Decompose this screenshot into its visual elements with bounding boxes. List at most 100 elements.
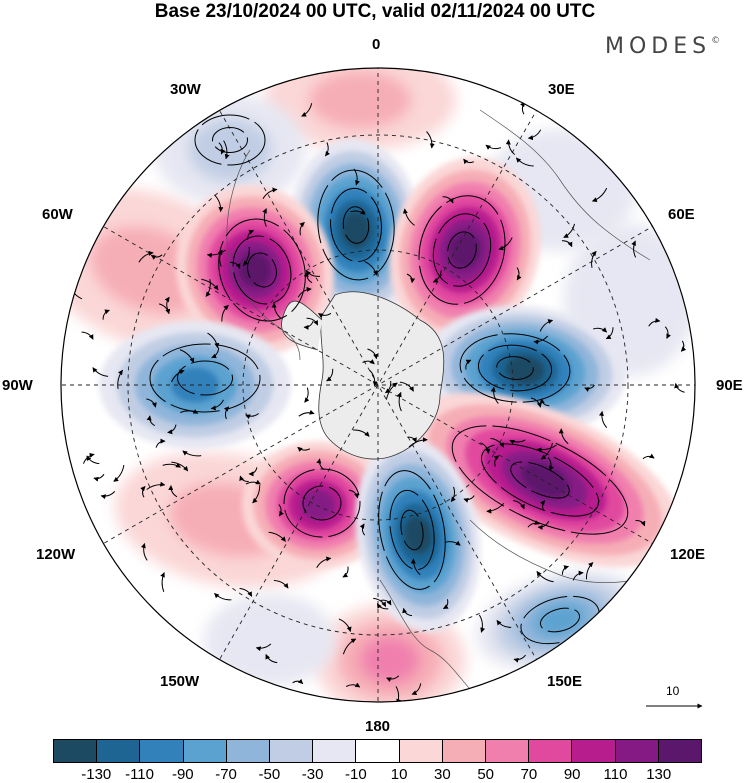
wind-arrow bbox=[572, 570, 584, 581]
wind-arrow bbox=[402, 208, 415, 226]
wind-arrow bbox=[201, 278, 219, 291]
wind-arrow bbox=[268, 531, 286, 542]
wind-arrow bbox=[539, 319, 554, 332]
wind-arrow bbox=[146, 481, 166, 490]
wind-arrow bbox=[536, 444, 557, 453]
wind-arrow bbox=[345, 682, 361, 688]
wind-arrow bbox=[303, 271, 313, 284]
wind-arrow bbox=[598, 410, 608, 429]
wind-arrow bbox=[146, 398, 157, 408]
wind-arrow bbox=[292, 678, 304, 685]
wind-arrow bbox=[635, 520, 646, 527]
wind-arrow bbox=[480, 442, 491, 454]
wind-arrow bbox=[561, 240, 573, 248]
wind-arrow bbox=[380, 599, 392, 606]
wind-arrow bbox=[442, 599, 449, 610]
wind-arrow bbox=[486, 502, 505, 514]
wind-arrow bbox=[164, 296, 170, 311]
wind-arrow bbox=[102, 309, 110, 320]
meridian-label-30e: 30E bbox=[548, 81, 575, 98]
meridian-label-90e: 90E bbox=[716, 377, 743, 394]
streamline-loop bbox=[481, 443, 599, 517]
wind-arrow bbox=[536, 570, 554, 583]
wind-arrow bbox=[496, 620, 512, 628]
wind-arrow bbox=[498, 237, 513, 251]
streamline-loop bbox=[389, 489, 435, 571]
colorbar-tick-label: 90 bbox=[563, 766, 581, 783]
wind-arrow bbox=[399, 381, 414, 392]
wind-arrow bbox=[206, 249, 226, 258]
wind-arrow bbox=[230, 261, 241, 269]
wind-arrow bbox=[547, 457, 554, 471]
wind-arrow bbox=[591, 187, 608, 202]
wind-arrow bbox=[342, 638, 357, 655]
wind-arrow bbox=[527, 129, 542, 141]
streamline-loop bbox=[302, 485, 342, 521]
anomaly-blob bbox=[171, 367, 219, 403]
wind-arrow bbox=[218, 142, 226, 155]
wind-arrow bbox=[359, 523, 366, 536]
wind-arrow bbox=[252, 485, 261, 504]
wind-arrow bbox=[411, 683, 422, 695]
wind-arrow bbox=[353, 429, 370, 437]
colorbar-tick-label: 50 bbox=[477, 766, 494, 783]
wind-arrow bbox=[297, 286, 312, 298]
wind-arrow bbox=[207, 332, 220, 349]
wind-arrow bbox=[155, 438, 166, 448]
wind-arrow bbox=[642, 453, 655, 460]
wind-arrow bbox=[318, 312, 332, 318]
wind-arrow bbox=[239, 588, 253, 597]
wind-arrow bbox=[342, 566, 349, 578]
meridian-label-60e: 60E bbox=[668, 206, 695, 223]
wind-arrow bbox=[81, 331, 94, 340]
map-disc bbox=[61, 68, 695, 702]
colorbar-tick-label: -130 bbox=[81, 766, 112, 783]
wind-arrow bbox=[558, 428, 569, 445]
wind-arrow bbox=[680, 340, 687, 352]
wind-arrow bbox=[444, 540, 461, 546]
colorbar-swatch bbox=[97, 740, 141, 762]
streamline-loop bbox=[418, 195, 506, 305]
wind-arrow bbox=[384, 380, 392, 394]
wind-arrow bbox=[301, 103, 313, 117]
streamline-loop bbox=[247, 252, 277, 288]
meridian-label-120e: 120E bbox=[670, 546, 706, 563]
colorbar-swatch bbox=[399, 740, 443, 762]
wind-arrow bbox=[243, 246, 250, 266]
meridian-label-120w: 120W bbox=[36, 546, 76, 563]
wind-arrow bbox=[248, 467, 258, 477]
colorbar-tick-label: -90 bbox=[171, 766, 194, 783]
colorbar-swatch bbox=[226, 740, 271, 762]
wind-arrow bbox=[485, 144, 502, 150]
streamline-loop bbox=[447, 231, 477, 269]
wind-arrow bbox=[450, 486, 456, 502]
colorbar-tick-label: -30 bbox=[301, 766, 324, 783]
wind-arrow bbox=[407, 436, 417, 443]
wind-arrow bbox=[463, 495, 475, 503]
wind-arrow bbox=[530, 397, 542, 408]
meridian-label-150e: 150E bbox=[547, 673, 583, 690]
wind-arrow bbox=[100, 491, 116, 500]
streamline-loop bbox=[400, 509, 424, 551]
colorbar bbox=[53, 739, 702, 763]
wind-arrow bbox=[298, 409, 315, 417]
wind-arrow bbox=[465, 359, 472, 370]
brand-mark: © bbox=[711, 36, 721, 46]
colorbar-swatch bbox=[486, 740, 530, 762]
streamline-loop bbox=[317, 169, 395, 281]
wind-arrow bbox=[299, 222, 305, 236]
wind-arrow bbox=[182, 450, 202, 457]
streamline-loop bbox=[194, 114, 266, 166]
wind-arrow bbox=[255, 643, 272, 652]
wind-arrow bbox=[239, 475, 249, 482]
wind-arrow bbox=[406, 273, 416, 284]
wind-arrow bbox=[362, 359, 375, 365]
streamline-loop bbox=[496, 356, 534, 380]
colorbar-tick-label: 110 bbox=[603, 766, 628, 783]
streamline-loop bbox=[477, 344, 553, 392]
map-border bbox=[60, 67, 696, 703]
wind-arrow bbox=[278, 504, 284, 517]
wind-arrow bbox=[540, 500, 546, 512]
anomaly-blob bbox=[360, 637, 420, 683]
wind-arrow bbox=[664, 326, 671, 339]
